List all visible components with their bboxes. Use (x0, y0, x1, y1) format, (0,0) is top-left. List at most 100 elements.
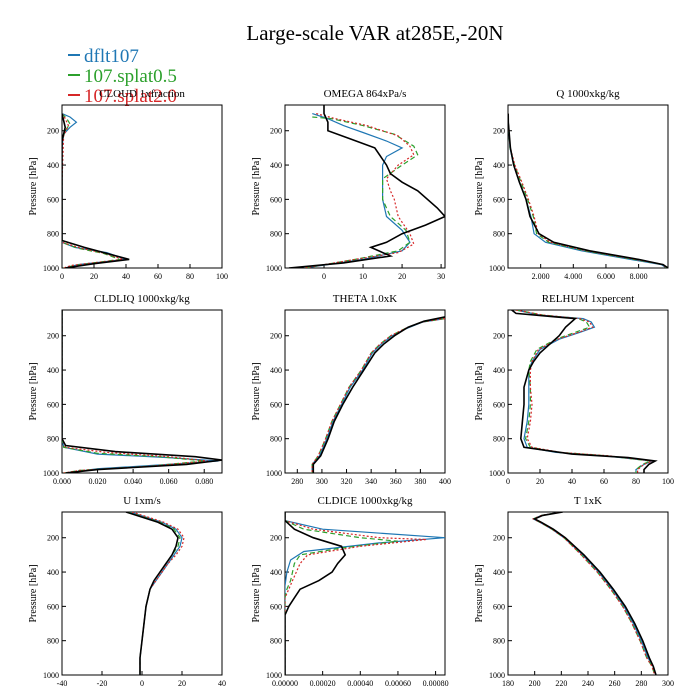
x-tick-label: 40 (218, 679, 226, 688)
x-tick-label: 20 (398, 272, 406, 281)
y-tick-label: 400 (47, 161, 59, 170)
plot-frame (284, 104, 446, 269)
y-tick-label: 600 (493, 400, 505, 409)
x-tick-label: 300 (662, 679, 674, 688)
x-tick-label: 380 (414, 477, 426, 486)
y-axis-label: Pressure [hPa] (28, 157, 39, 215)
x-tick-label: 30 (437, 272, 445, 281)
series-line (515, 310, 655, 473)
y-tick-label: 600 (270, 400, 282, 409)
y-axis-label: Pressure [hPa] (28, 564, 39, 622)
series-line (515, 310, 653, 473)
x-tick-label: 80 (632, 477, 640, 486)
x-tick-label: 8.000 (630, 272, 648, 281)
plot-frame (61, 511, 223, 676)
x-tick-label: 4.000 (564, 272, 582, 281)
x-tick-label: 100 (216, 272, 228, 281)
x-tick-label: 40 (122, 272, 130, 281)
series-line (311, 318, 445, 473)
x-tick-label: 100 (662, 477, 674, 486)
x-tick-label: 220 (555, 679, 567, 688)
panel-4: CLDLIQ 1000xkg/kg Pressure [hPa] 200 400 600… (28, 293, 223, 486)
x-tick-label: 300 (316, 477, 328, 486)
panel-title: T 1xK (574, 495, 602, 507)
x-tick-label: 2.000 (532, 272, 550, 281)
y-tick-label: 1000 (43, 264, 59, 273)
series-line (62, 113, 130, 268)
y-tick-label: 200 (47, 127, 59, 136)
x-tick-label: 180 (502, 679, 514, 688)
series-line (129, 512, 183, 675)
y-tick-label: 400 (493, 161, 505, 170)
y-tick-label: 800 (47, 230, 59, 239)
y-tick-label: 400 (47, 366, 59, 375)
y-tick-label: 1000 (266, 671, 282, 680)
panel-title: U 1xm/s (123, 495, 161, 507)
y-tick-label: 800 (47, 637, 59, 646)
y-tick-label: 600 (270, 602, 282, 611)
y-tick-label: 1000 (489, 469, 505, 478)
x-tick-label: 0 (322, 272, 326, 281)
series-line (508, 113, 667, 268)
y-axis-label: Pressure [hPa] (474, 362, 485, 420)
y-tick-label: 600 (493, 602, 505, 611)
y-tick-label: 600 (270, 195, 282, 204)
y-tick-label: 600 (493, 195, 505, 204)
series-line (508, 113, 667, 268)
y-tick-label: 400 (493, 366, 505, 375)
figure-title: Large-scale VAR at285E,-20N (246, 21, 503, 45)
legend-label-splat05: 107.splat0.5 (84, 66, 177, 87)
y-tick-label: 800 (493, 637, 505, 646)
x-tick-label: 400 (439, 477, 451, 486)
y-tick-label: 1000 (43, 671, 59, 680)
series-line (304, 113, 411, 268)
x-tick-label: 0.00060 (385, 679, 411, 688)
x-tick-label: -40 (57, 679, 68, 688)
y-tick-label: 1000 (43, 469, 59, 478)
x-tick-label: 360 (390, 477, 402, 486)
series-line (531, 512, 656, 675)
legend-label-dflt107: dflt107 (84, 46, 139, 67)
y-tick-label: 200 (47, 332, 59, 341)
y-tick-label: 1000 (489, 671, 505, 680)
y-tick-label: 200 (270, 127, 282, 136)
y-tick-label: 800 (493, 435, 505, 444)
y-tick-label: 200 (270, 332, 282, 341)
series-line (304, 116, 419, 268)
plot-frame (284, 309, 446, 474)
y-axis-label: Pressure [hPa] (251, 564, 262, 622)
y-tick-label: 800 (270, 230, 282, 239)
legend-label-splat20: 107.splat2.0 (84, 86, 177, 107)
x-tick-label: 60 (154, 272, 162, 281)
x-tick-label: 0 (60, 272, 64, 281)
y-axis-label: Pressure [hPa] (28, 362, 39, 420)
panel-title: CLOUD 1xfraction (99, 88, 185, 100)
y-tick-label: 600 (47, 400, 59, 409)
panel-5: THETA 1.0xK Pressure [hPa] 200 400 600 800 100… (251, 293, 451, 486)
x-tick-label: -20 (97, 679, 108, 688)
plot-frame (507, 104, 669, 269)
y-tick-label: 400 (270, 161, 282, 170)
series-line (62, 113, 123, 268)
y-tick-label: 200 (493, 534, 505, 543)
y-tick-label: 800 (270, 435, 282, 444)
y-tick-label: 600 (47, 195, 59, 204)
x-tick-label: 20 (178, 679, 186, 688)
series-line (62, 310, 205, 473)
series-line (311, 318, 445, 473)
y-axis-label: Pressure [hPa] (474, 157, 485, 215)
x-tick-label: 0.000 (53, 477, 71, 486)
x-tick-label: 10 (359, 272, 367, 281)
y-tick-label: 400 (270, 366, 282, 375)
panel-title: Q 1000xkg/kg (556, 88, 620, 100)
x-tick-label: 340 (365, 477, 377, 486)
x-tick-label: 0.080 (195, 477, 213, 486)
panel-title: CLDLIQ 1000xkg/kg (94, 293, 190, 305)
y-tick-label: 200 (270, 534, 282, 543)
